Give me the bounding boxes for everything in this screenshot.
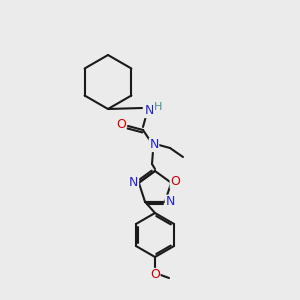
Text: N: N (129, 176, 139, 189)
Text: O: O (116, 118, 126, 131)
Text: N: N (165, 195, 175, 208)
Text: O: O (170, 175, 180, 188)
Text: N: N (149, 139, 159, 152)
Text: N: N (144, 104, 154, 118)
Text: H: H (154, 102, 162, 112)
Text: O: O (150, 268, 160, 281)
